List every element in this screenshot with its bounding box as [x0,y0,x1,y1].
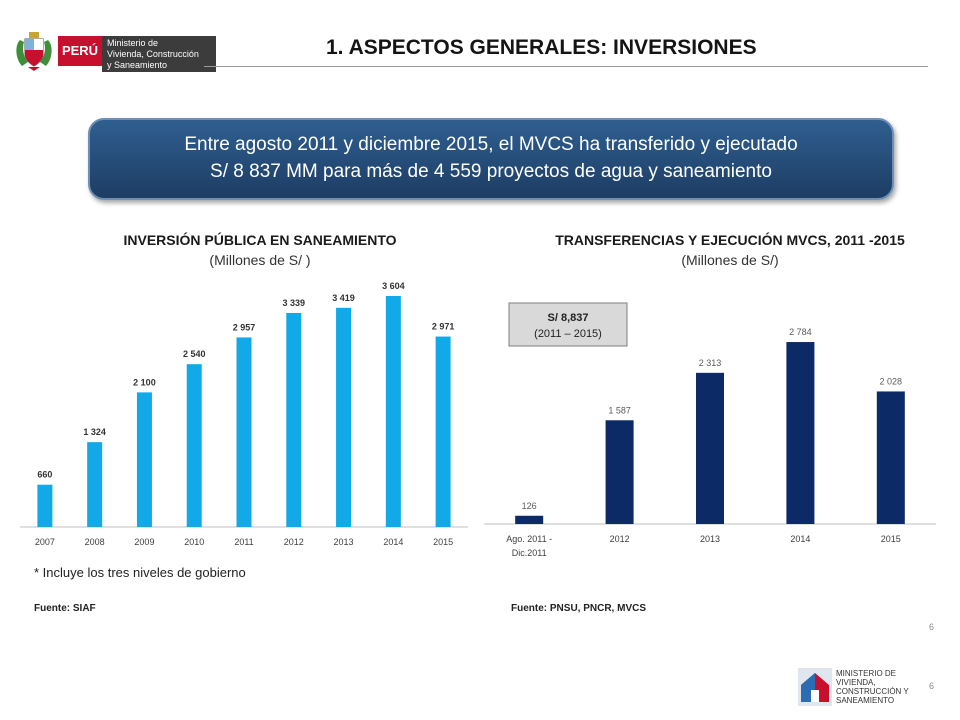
footer-line: VIVIENDA, [836,678,876,687]
right-source: Fuente: PNSU, PNCR, MVCS [511,603,647,614]
public-investment-chart: 660 2007 1 324 2008 2 100 2009 2 540 2010 2 957 2… [20,281,468,547]
data-label: 2 784 [789,327,812,337]
banner-line: S/ 8 837 MM para más de 4 559 proyectos … [210,161,772,182]
tick-label: 2015 [433,537,453,547]
tick-label: 2012 [284,537,304,547]
bar [696,372,724,524]
tick-label: 2007 [35,537,55,547]
bar [605,420,634,524]
callout-period: (2011 – 2015) [534,328,602,340]
tick-label: 2015 [881,534,901,544]
title-divider [204,66,928,67]
footnote: * Incluye los tres niveles de gobierno [34,565,246,580]
bar [286,312,302,527]
data-label: 660 [37,470,52,480]
data-label: 3 604 [382,281,405,291]
coat-of-arms-icon [16,32,52,71]
transfers-execution-chart: S/ 8,837 (2011 – 2015) 126 Ago. 2011 - Dic… [484,302,936,558]
tick-label: 2013 [700,534,720,544]
tick-label: 2010 [184,537,204,547]
page-number: 6 [929,681,935,691]
footer-ministry-name: MINISTERIO DE VIVIENDA, CONSTRUCCIÓN Y S… [836,669,909,705]
bar [37,484,53,527]
left-chart-title: INVERSIÓN PÚBLICA EN SANEAMIENTO [123,232,397,248]
data-label: 2 100 [133,377,156,387]
left-source: Fuente: SIAF [34,603,96,614]
bar [515,515,544,524]
peru-label: PERÚ [58,36,102,66]
ministry-logo: PERÚ Ministerio de Vivienda, Construcció… [14,30,216,72]
data-label: 2 028 [880,376,903,386]
data-label: 1 587 [608,405,631,415]
data-label: 126 [522,501,537,511]
house-icon [798,668,832,706]
ministry-line: Vivienda, Construcción [107,49,199,59]
callout-box: S/ 8,837 (2011 – 2015) [508,302,628,347]
footer-line: SANEAMIENTO [836,696,895,705]
tick-label: 2014 [790,534,810,544]
callout-value: S/ 8,837 [548,312,589,324]
tick-label: 2012 [610,534,630,544]
bar [385,295,401,527]
bar [136,392,152,527]
data-label: 2 971 [432,322,455,332]
tick-label: 2014 [383,537,403,547]
ministry-line: Ministerio de [107,38,159,48]
summary-banner: Entre agosto 2011 y diciembre 2015, el M… [88,118,894,200]
footer-ministry-logo: MINISTERIO DE VIVIENDA, CONSTRUCCIÓN Y S… [798,668,933,708]
data-label: 2 313 [699,358,722,368]
data-label: 3 339 [283,298,306,308]
footer-line: MINISTERIO DE [836,669,897,678]
bar [435,336,451,527]
tick-label: 2011 [234,537,253,547]
data-label: 2 540 [183,349,206,359]
right-chart-title: TRANSFERENCIAS Y EJECUCIÓN MVCS, 2011 -2… [555,232,905,248]
left-chart-subtitle: (Millones de S/ ) [209,252,311,268]
tick-label: 2009 [134,537,154,547]
banner-line: Entre agosto 2011 y diciembre 2015, el M… [184,134,798,155]
tick-label: 2013 [334,537,354,547]
data-label: 3 419 [332,293,355,303]
tick-label: Dic.2011 [512,548,547,558]
page-title: 1. ASPECTOS GENERALES: INVERSIONES [326,36,757,59]
bar [786,342,815,524]
footer-line: CONSTRUCCIÓN Y [836,687,909,696]
ministry-line: y Saneamiento [107,60,168,70]
page-number: 6 [929,622,935,632]
bar [87,442,103,527]
tick-label: 2008 [85,537,105,547]
bar [186,364,202,527]
bar [876,391,905,524]
bar [336,307,352,527]
right-chart-subtitle: (Millones de S/) [681,252,779,268]
data-label: 1 324 [83,427,106,437]
tick-label: Ago. 2011 - [506,534,552,544]
ministry-label: Ministerio de Vivienda, Construcción y S… [102,36,216,72]
data-label: 2 957 [233,322,256,332]
bar [236,337,252,527]
